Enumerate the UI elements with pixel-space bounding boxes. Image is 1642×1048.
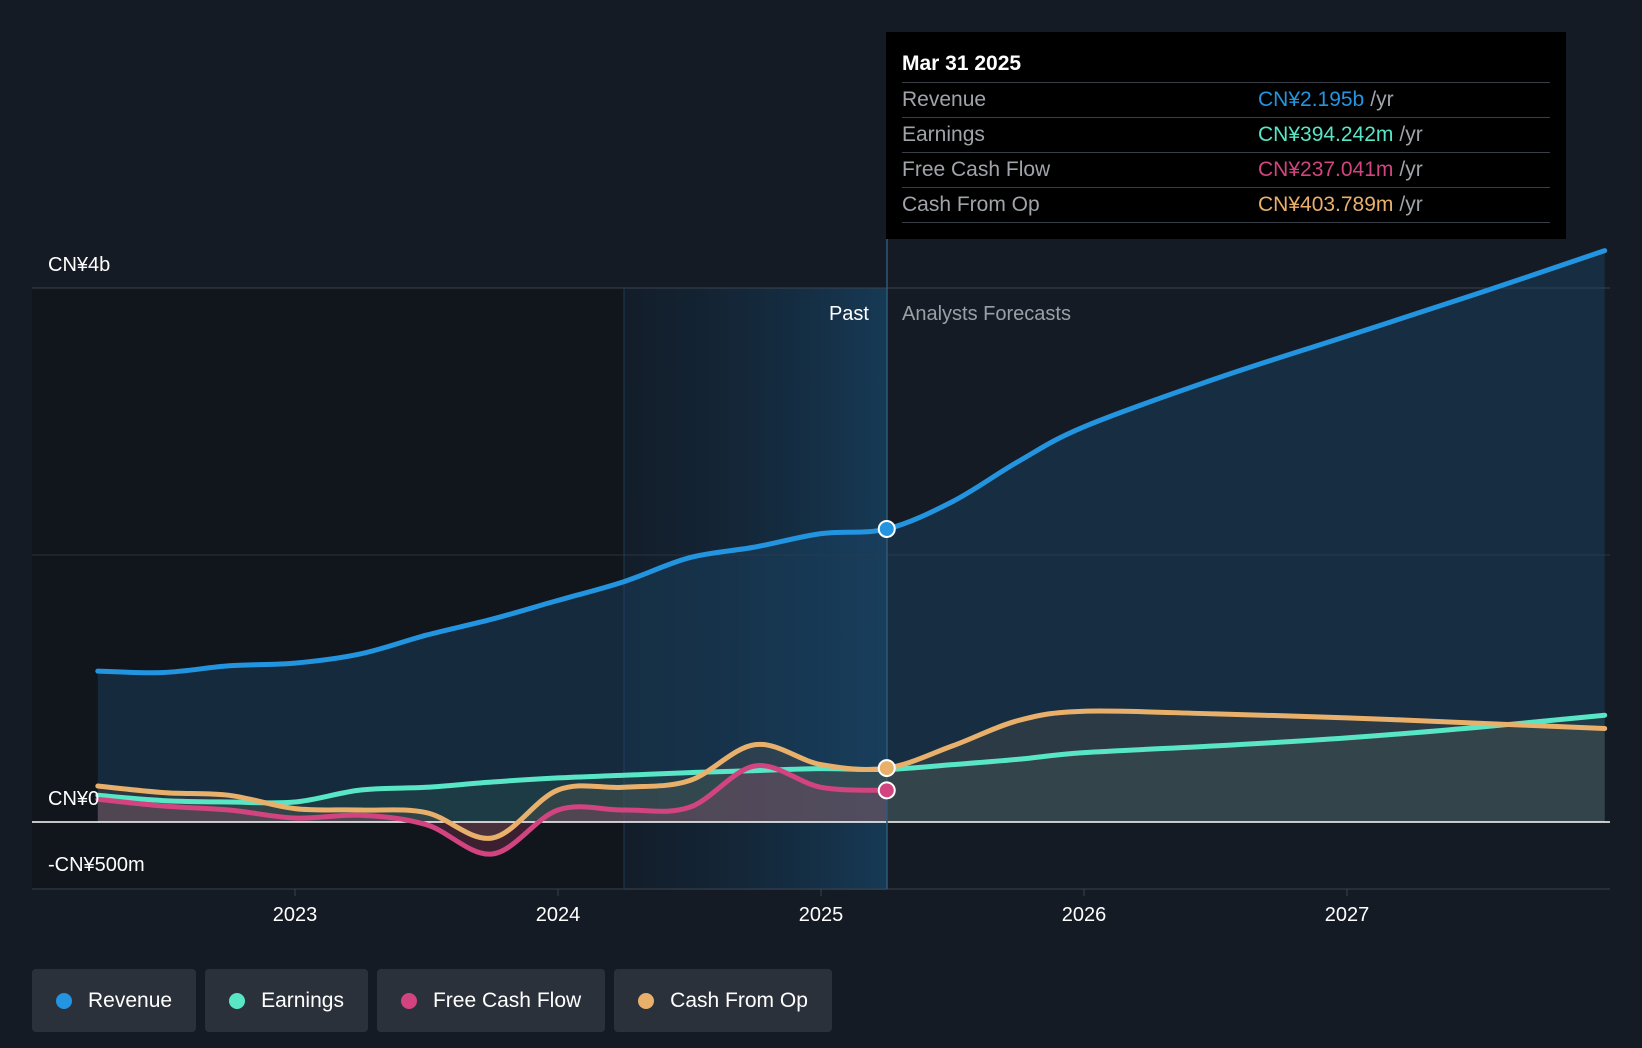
legend-item-earnings[interactable]: Earnings [205,969,368,1032]
tooltip-row-free-cash-flow: Free Cash Flow CN¥237.041m /yr [902,152,1550,187]
legend-dot-icon [229,992,246,1009]
y-axis-max-label: CN¥4b [48,254,110,276]
earnings-area [97,715,1605,822]
tooltip-value: CN¥237.041m [1258,158,1394,181]
legend-item-free-cash-flow[interactable]: Free Cash Flow [376,969,606,1032]
legend-label: Cash From Op [670,988,808,1012]
revenue-line [95,248,1608,676]
tooltip-row-cash-from-op: Cash From Op CN¥403.789m /yr [902,187,1550,223]
tooltip-row-revenue: Revenue CN¥2.195b /yr [902,82,1550,117]
legend-dot-icon [56,992,72,1009]
x-tick-label: 2027 [1325,904,1370,926]
legend-dot-icon [400,992,417,1009]
cash-from-op-line [95,708,1608,841]
tooltip-value: CN¥394.242m [1258,123,1394,146]
free-cash-flow-line [95,763,890,857]
tooltip-row-earnings: Earnings CN¥394.242m /yr [902,117,1550,152]
legend-label: Free Cash Flow [432,988,582,1012]
legend-item-cash-from-op[interactable]: Cash From Op [614,969,832,1032]
tooltip-unit: /yr [1370,88,1394,111]
x-tick-label: 2024 [536,904,581,926]
tooltip-name: Earnings [902,123,985,146]
y-axis-min-label: -CN¥500m [48,854,145,876]
legend-label: Earnings [261,988,344,1012]
tooltip: Mar 31 2025 Revenue CN¥2.195b /yr Earnin… [886,32,1566,239]
forecast-label: Analysts Forecasts [902,303,1071,325]
revenue-marker[interactable] [877,519,896,538]
tooltip-value: CN¥2.195b [1258,88,1365,111]
tooltip-name: Revenue [902,88,987,111]
free-cash-flow-marker[interactable] [877,781,896,800]
past-label: Past [829,303,869,325]
earnings-line [95,712,1608,806]
legend: Revenue Earnings Free Cash Flow Cash Fro… [32,969,832,1032]
x-tick-label: 2025 [799,904,844,926]
tooltip-name: Cash From Op [902,193,1040,216]
legend-item-revenue[interactable]: Revenue [32,969,197,1032]
legend-label: Revenue [88,988,173,1012]
tooltip-name: Free Cash Flow [902,158,1051,181]
y-axis-zero-label: CN¥0 [48,788,99,810]
tooltip-date: Mar 31 2025 [902,52,1022,75]
tooltip-value: CN¥403.789m [1258,193,1394,216]
tooltip-unit: /yr [1399,123,1423,146]
tooltip-unit: /yr [1399,158,1423,181]
tooltip-unit: /yr [1399,193,1423,216]
legend-dot-icon [638,992,655,1009]
x-tick-label: 2026 [1062,904,1107,926]
revenue-area [97,250,1605,823]
x-tick-label: 2023 [273,904,318,926]
cash-from-op-marker[interactable] [877,759,896,778]
